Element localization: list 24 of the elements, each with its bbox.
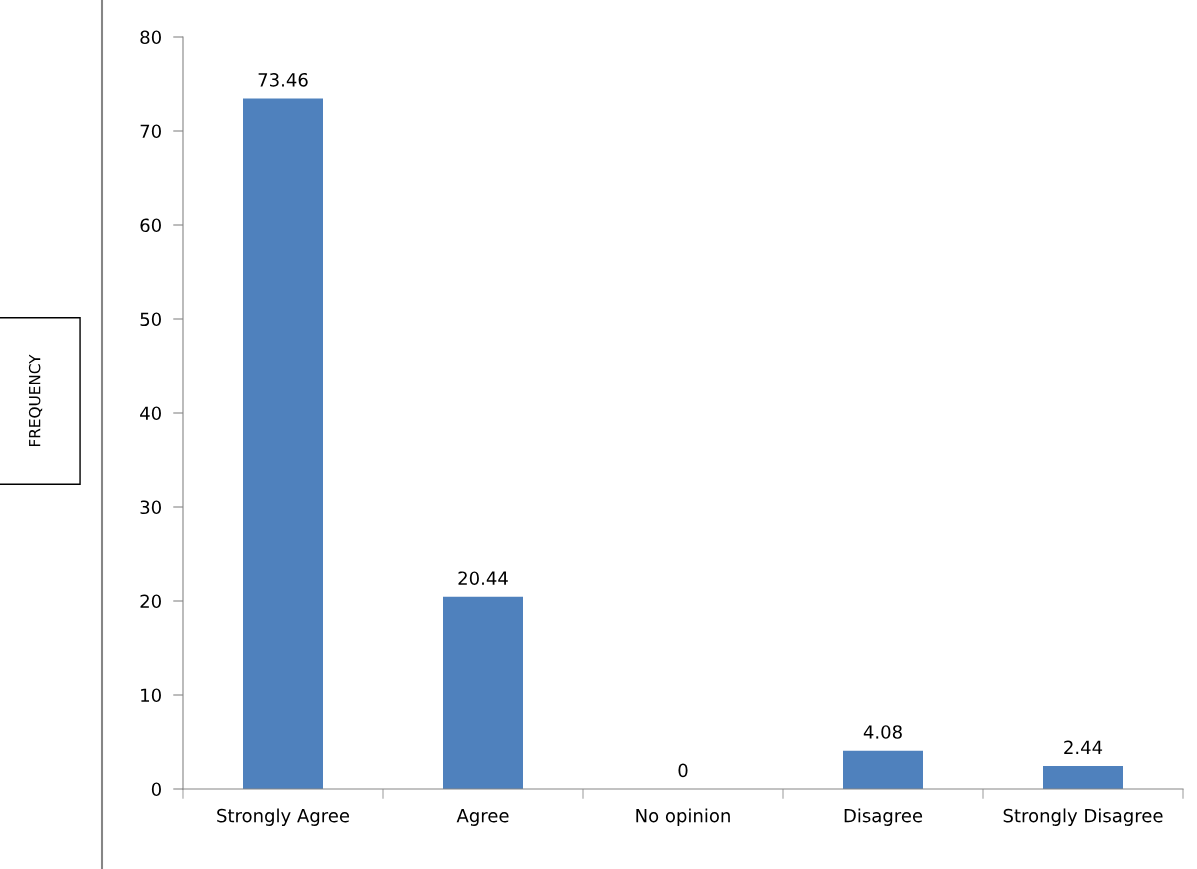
y-tick-label: 20 [140, 594, 161, 609]
data-label: 4.08 [863, 725, 902, 739]
x-tick-label: Agree [456, 809, 509, 826]
bar [443, 596, 523, 789]
data-label: 73.46 [258, 72, 308, 87]
bar [843, 750, 923, 789]
data-label: 20.44 [458, 571, 508, 586]
data-label: 0 [678, 763, 688, 778]
y-tick-label: 50 [140, 312, 161, 327]
y-tick-label: 40 [140, 406, 161, 421]
bar [243, 98, 323, 789]
x-tick-label: Strongly Disagree [1003, 808, 1163, 826]
y-tick-label: 0 [151, 782, 161, 797]
y-tick-label: 60 [140, 218, 161, 233]
y-tick-label: 30 [140, 500, 161, 515]
x-tick-label: Strongly Agree [217, 808, 350, 826]
y-tick-label: 10 [141, 688, 161, 703]
bar [1043, 766, 1123, 789]
x-tick-label: Disagree [844, 808, 923, 826]
y-tick-label: 70 [140, 124, 161, 139]
y-tick-label: 80 [140, 30, 161, 45]
x-tick-label: No opinion [636, 808, 730, 826]
data-label: 2.44 [1064, 740, 1103, 754]
text: FREQUENCY [28, 354, 43, 447]
